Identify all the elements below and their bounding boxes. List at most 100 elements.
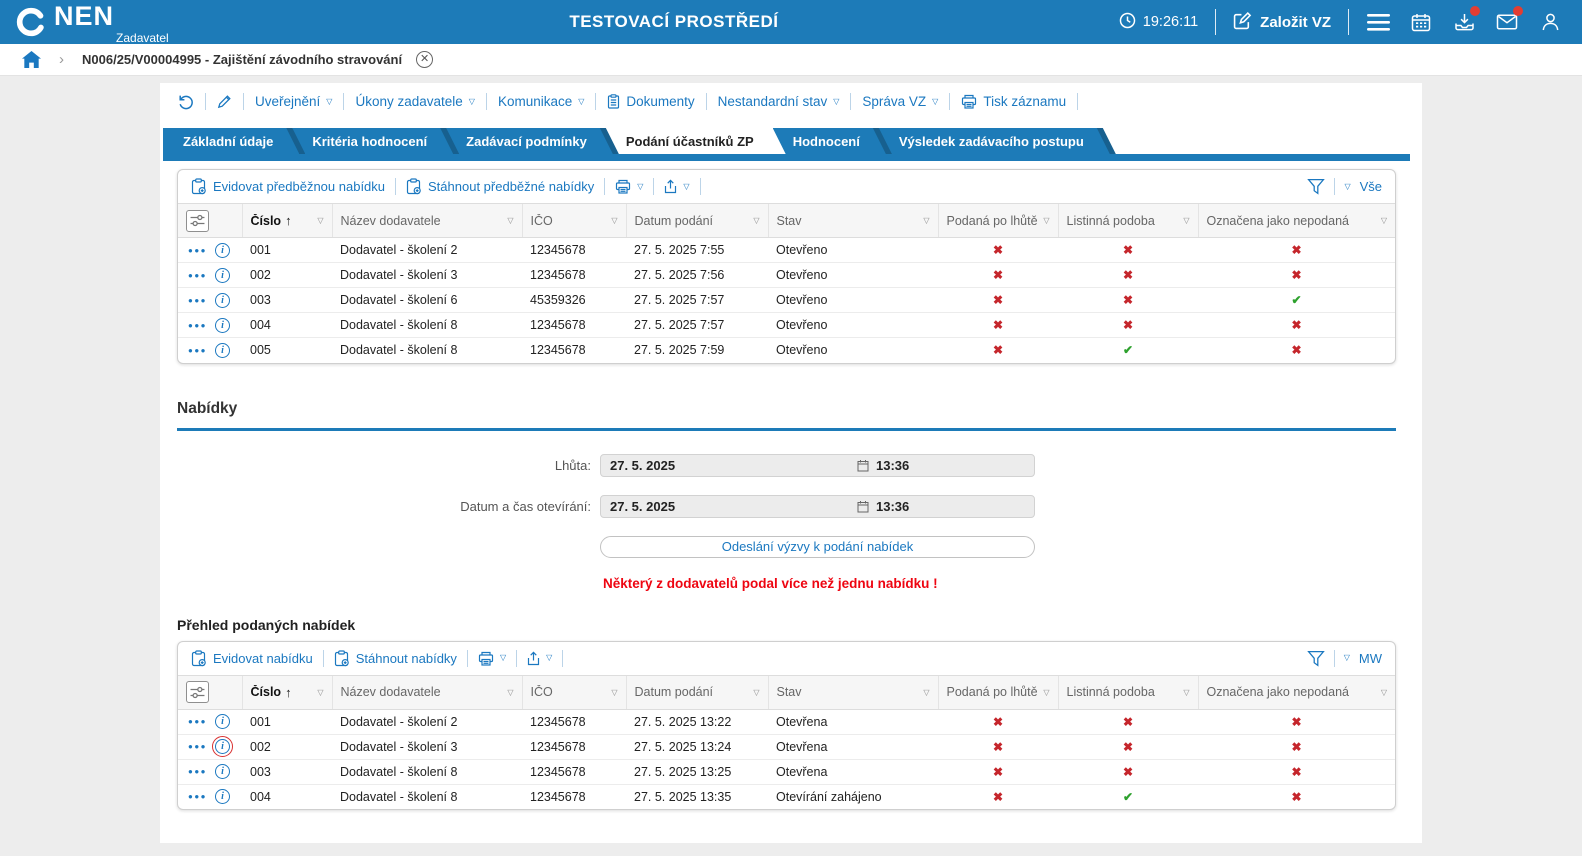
row-menu-icon[interactable]: ●●● bbox=[188, 792, 207, 802]
table-row[interactable]: ●●● i 003 Dodavatel - školení 6 45359326 27. … bbox=[178, 287, 1395, 313]
breadcrumb-item[interactable]: N006/25/V00004995 - Zajištění závodního … bbox=[82, 52, 403, 67]
column-filter-icon[interactable]: ▽ bbox=[1183, 216, 1190, 225]
tab-4[interactable]: Podání účastníků ZP bbox=[606, 128, 786, 154]
column-filter-icon[interactable]: ▽ bbox=[1380, 687, 1387, 697]
row-menu-icon[interactable]: ●●● bbox=[188, 245, 207, 255]
column-filter-icon[interactable]: ▽ bbox=[753, 216, 760, 225]
column-header-cislo[interactable]: Číslo ↑ ▽ bbox=[241, 674, 332, 710]
column-header-stav[interactable]: Stav ▽ bbox=[767, 203, 938, 238]
close-icon[interactable]: ✕ bbox=[416, 51, 434, 68]
row-menu-icon[interactable]: ●●● bbox=[188, 717, 207, 726]
print-button[interactable]: ▽ bbox=[478, 651, 506, 666]
column-header-listinna[interactable]: Listinná podoba ▽ bbox=[1057, 674, 1198, 710]
column-header-datum[interactable]: Datum podání ▽ bbox=[625, 203, 768, 238]
column-filter-icon[interactable]: ▽ bbox=[1380, 216, 1387, 225]
column-header-ico[interactable]: IČO ▽ bbox=[521, 203, 626, 238]
datetime-field[interactable]: 27. 5. 2025 13:36 bbox=[600, 494, 1035, 518]
column-header-nepodana[interactable]: Označena jako nepodaná ▽ bbox=[1197, 674, 1395, 710]
column-header-po_lhute[interactable]: Podaná po lhůtě ▽ bbox=[937, 674, 1058, 710]
table-row[interactable]: ●●● i 002 Dodavatel - školení 3 12345678 27. … bbox=[178, 262, 1395, 288]
column-filter-icon[interactable]: ▽ bbox=[611, 687, 618, 697]
table-row[interactable]: ●●● i 001 Dodavatel - školení 2 12345678 27. … bbox=[178, 709, 1395, 735]
grid-action-2[interactable]: Stáhnout nabídky bbox=[334, 649, 457, 667]
toolbar-item-5[interactable]: Nestandardní stav ▽ bbox=[718, 94, 840, 109]
column-filter-icon[interactable]: ▽ bbox=[753, 687, 760, 697]
row-info-icon[interactable]: i bbox=[215, 292, 230, 308]
column-filter-icon[interactable]: ▽ bbox=[1183, 687, 1190, 697]
table-row[interactable]: ●●● i 002 Dodavatel - školení 3 12345678 27. … bbox=[178, 734, 1395, 760]
table-row[interactable]: ●●● i 004 Dodavatel - školení 8 12345678 27. … bbox=[178, 784, 1395, 809]
column-filter-icon[interactable]: ▽ bbox=[1043, 216, 1050, 225]
column-header-po_lhute[interactable]: Podaná po lhůtě ▽ bbox=[937, 203, 1058, 238]
column-header-listinna[interactable]: Listinná podoba ▽ bbox=[1057, 203, 1198, 238]
column-filter-icon[interactable]: ▽ bbox=[1043, 687, 1050, 697]
row-menu-icon[interactable]: ●●● bbox=[188, 270, 207, 280]
nen-logo[interactable]: NEN Zadavatel bbox=[14, 1, 229, 45]
grid-action-1[interactable]: Evidovat nabídku bbox=[191, 649, 313, 667]
row-menu-icon[interactable]: ●●● bbox=[188, 742, 207, 751]
time-value[interactable]: 13:36 bbox=[876, 457, 910, 473]
column-filter-icon[interactable]: ▽ bbox=[611, 216, 618, 225]
datetime-field[interactable]: 27. 5. 2025 13:36 bbox=[600, 453, 1035, 477]
tab-3[interactable]: Zadávací podmínky bbox=[446, 128, 619, 154]
toolbar-item-2[interactable]: Úkony zadavatele ▽ bbox=[355, 94, 474, 109]
row-info-icon[interactable]: i bbox=[215, 789, 230, 805]
calendar-icon[interactable] bbox=[1409, 10, 1433, 34]
tab-2[interactable]: Kritéria hodnocení bbox=[292, 128, 459, 154]
column-filter-icon[interactable]: ▽ bbox=[507, 216, 514, 225]
download-icon[interactable] bbox=[1452, 6, 1480, 34]
date-value[interactable]: 27. 5. 2025 bbox=[610, 457, 676, 473]
user-icon[interactable] bbox=[1538, 10, 1562, 34]
toolbar-item-6[interactable]: Správa VZ ▽ bbox=[862, 94, 938, 109]
toolbar-item-4[interactable]: Dokumenty bbox=[607, 94, 695, 109]
undo-icon[interactable] bbox=[177, 94, 194, 110]
time-value[interactable]: 13:36 bbox=[876, 498, 910, 514]
column-header-datum[interactable]: Datum podání ▽ bbox=[625, 674, 768, 710]
column-filter-icon[interactable]: ▽ bbox=[317, 687, 324, 697]
row-info-icon[interactable]: i bbox=[215, 267, 230, 283]
mail-icon[interactable] bbox=[1495, 6, 1523, 34]
menu-icon[interactable] bbox=[1366, 10, 1390, 34]
send-call-button[interactable]: Odeslání výzvy k podání nabídek bbox=[600, 535, 1035, 558]
row-info-icon[interactable]: i bbox=[215, 242, 230, 258]
column-settings-icon[interactable] bbox=[186, 681, 209, 703]
grid-action-2[interactable]: Stáhnout předběžné nabídky bbox=[406, 178, 594, 195]
calendar-small-icon[interactable] bbox=[857, 459, 869, 472]
row-info-icon[interactable]: i bbox=[215, 764, 230, 779]
calendar-small-icon[interactable] bbox=[857, 500, 869, 513]
toolbar-item-1[interactable]: Uveřejnění ▽ bbox=[255, 94, 332, 109]
toolbar-item-7[interactable]: Tisk záznamu bbox=[961, 94, 1066, 109]
home-icon[interactable] bbox=[22, 51, 41, 68]
filter-icon[interactable] bbox=[1306, 650, 1325, 667]
print-button[interactable]: ▽ bbox=[615, 179, 643, 194]
filter-preset-label[interactable]: Vše bbox=[1359, 179, 1382, 194]
table-row[interactable]: ●●● i 005 Dodavatel - školení 8 12345678 27. … bbox=[178, 338, 1395, 363]
column-header-stav[interactable]: Stav ▽ bbox=[767, 674, 938, 710]
column-settings-icon[interactable] bbox=[186, 209, 209, 232]
tab-5[interactable]: Hodnocení bbox=[773, 128, 892, 154]
tab-6[interactable]: Výsledek zadávacího postupu bbox=[879, 128, 1116, 154]
column-header-nazev[interactable]: Název dodavatele ▽ bbox=[331, 674, 522, 710]
create-vz-button[interactable]: Založit VZ bbox=[1233, 11, 1331, 34]
export-button[interactable]: ▽ bbox=[527, 651, 552, 666]
column-header-nazev[interactable]: Název dodavatele ▽ bbox=[331, 203, 522, 238]
column-filter-icon[interactable]: ▽ bbox=[507, 687, 514, 697]
table-row[interactable]: ●●● i 004 Dodavatel - školení 8 12345678 27. … bbox=[178, 312, 1395, 338]
row-menu-icon[interactable]: ●●● bbox=[188, 767, 207, 776]
filter-icon[interactable] bbox=[1307, 178, 1326, 195]
column-header-ico[interactable]: IČO ▽ bbox=[521, 674, 626, 710]
row-info-icon[interactable]: i bbox=[215, 714, 230, 729]
toolbar-item-3[interactable]: Komunikace ▽ bbox=[498, 94, 584, 109]
column-filter-icon[interactable]: ▽ bbox=[317, 216, 324, 225]
column-header-cislo[interactable]: Číslo ↑ ▽ bbox=[241, 203, 332, 238]
date-value[interactable]: 27. 5. 2025 bbox=[610, 498, 676, 514]
row-info-icon[interactable]: i bbox=[215, 317, 230, 333]
row-menu-icon[interactable]: ●●● bbox=[188, 295, 207, 305]
table-row[interactable]: ●●● i 001 Dodavatel - školení 2 12345678 27. … bbox=[178, 237, 1395, 263]
tab-1[interactable]: Základní údaje bbox=[163, 128, 305, 154]
row-info-icon[interactable]: i bbox=[215, 342, 230, 358]
column-header-nepodana[interactable]: Označena jako nepodaná ▽ bbox=[1197, 203, 1395, 238]
column-filter-icon[interactable]: ▽ bbox=[923, 216, 930, 225]
table-row[interactable]: ●●● i 003 Dodavatel - školení 8 12345678 27. … bbox=[178, 759, 1395, 785]
column-filter-icon[interactable]: ▽ bbox=[923, 687, 930, 697]
